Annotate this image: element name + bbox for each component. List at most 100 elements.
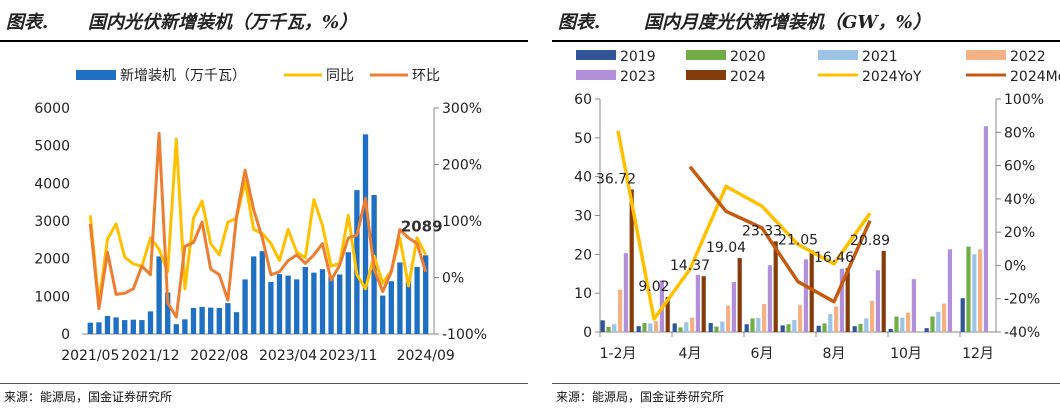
bar-2019 — [960, 298, 965, 332]
bar-new-installation — [165, 292, 171, 334]
bar-2020 — [966, 246, 971, 332]
y-right-tick-label: 200% — [442, 158, 482, 174]
x-tick-label: 6月 — [751, 346, 774, 362]
bar-2022 — [942, 303, 947, 332]
legend-swatch-2020 — [686, 50, 726, 60]
line-mom — [88, 131, 428, 319]
bar-new-installation — [345, 252, 351, 334]
data-label-2024: 16.46 — [814, 250, 854, 266]
legend-swatch-2021 — [818, 50, 858, 60]
y-left-tick-label: 30 — [574, 209, 592, 225]
bar-2021 — [612, 324, 617, 332]
x-tick-label: 2021/05 — [61, 348, 119, 364]
legend-label-2024yoy: 2024YoY — [862, 69, 922, 85]
x-tick-label: 2023/04 — [259, 348, 317, 364]
bar-new-installation — [104, 315, 111, 334]
bar-new-installation — [276, 274, 283, 334]
left-chart-title: 国内光伏新增装机（万千瓦，%） — [88, 12, 358, 33]
x-tick-label: 2021/12 — [121, 348, 179, 364]
bar-2023 — [839, 268, 844, 332]
bar-2022 — [834, 306, 839, 332]
bar-2021 — [720, 321, 725, 332]
bar-new-installation — [423, 255, 429, 334]
bar-new-installation — [405, 277, 412, 334]
bar-2019 — [708, 323, 713, 332]
y-right-tick-label: -100% — [442, 327, 487, 343]
bar-new-installation — [268, 282, 274, 334]
line-2024yoy — [616, 130, 872, 321]
right-panel: 图表. 国内月度光伏新增装机（GW，%） 2019 2020 2021 2022 202… — [552, 0, 1060, 410]
left-title-bar: 图表. 国内光伏新增装机（万千瓦，%） — [0, 2, 528, 42]
bar-2023 — [731, 281, 736, 332]
bar-new-installation — [147, 311, 154, 334]
bar-new-installation — [242, 279, 248, 334]
bar-2024 — [629, 189, 634, 332]
left-source: 来源：能源局，国金证券研究所 — [4, 390, 173, 404]
data-label-2024: 23.33 — [742, 223, 782, 239]
y-right-tick-label: 80% — [1004, 125, 1035, 141]
bar-new-installation — [251, 256, 257, 334]
legend-swatch-2023 — [576, 70, 616, 80]
bar-2019 — [600, 320, 605, 332]
bar-2020 — [642, 323, 647, 332]
y-left-tick-label: 0 — [61, 327, 70, 343]
y-right-tick-label: 100% — [442, 214, 482, 230]
line-yoy — [88, 137, 428, 305]
legend-label-2021: 2021 — [862, 49, 898, 65]
y-left-tick-label: 6000 — [34, 101, 70, 117]
left-title-prefix: 图表. — [6, 12, 49, 33]
bar-2022 — [690, 317, 695, 332]
bar-2023 — [875, 270, 880, 332]
x-tick-label: 2024/09 — [397, 348, 455, 364]
y-right-tick-label: 20% — [1004, 225, 1035, 241]
bar-2022 — [762, 304, 767, 332]
x-tick-label: 12月 — [962, 346, 994, 362]
bar-2019 — [780, 325, 785, 332]
bar-new-installation — [302, 266, 308, 334]
bar-new-installation — [96, 322, 102, 334]
bar-2022 — [906, 312, 911, 332]
bar-2019 — [924, 328, 929, 332]
y-left-tick-label: 2000 — [34, 252, 70, 268]
bar-new-installation — [337, 274, 343, 334]
line-2024mom — [688, 165, 872, 304]
bar-new-installation — [414, 266, 420, 334]
x-tick-label: 4月 — [679, 346, 702, 362]
bar-2021 — [792, 319, 797, 332]
bar-2019 — [744, 324, 749, 332]
bar-new-installation — [328, 275, 334, 334]
bar-2022 — [726, 305, 731, 332]
legend-label-2020: 2020 — [730, 49, 766, 65]
bar-new-installation — [173, 324, 179, 334]
bar-new-installation — [208, 307, 214, 334]
left-source-rule — [0, 383, 528, 384]
bar-new-installation — [225, 303, 231, 334]
bar-new-installation — [156, 256, 162, 334]
bar-2021 — [900, 317, 905, 332]
data-label-2024: 9.02 — [638, 279, 669, 295]
data-label-2024: 19.04 — [706, 240, 746, 256]
y-right-tick-label: 40% — [1004, 192, 1035, 208]
bar-2022 — [618, 289, 623, 332]
bar-2023 — [767, 265, 772, 332]
y-left-tick-label: 40 — [574, 170, 592, 186]
x-tick-label: 2023/11 — [319, 348, 377, 364]
bar-2023 — [803, 259, 808, 332]
y-left-tick-label: 3000 — [34, 214, 70, 230]
legend-swatch-bar — [76, 70, 116, 80]
y-left-tick-label: 0 — [583, 325, 592, 341]
bar-2019 — [816, 325, 821, 332]
bar-new-installation — [199, 306, 205, 334]
y-left-tick-label: 50 — [574, 131, 592, 147]
legend-swatch-2019 — [576, 50, 616, 60]
y-left-tick-label: 20 — [574, 247, 592, 263]
bar-new-installation — [233, 312, 240, 334]
bar-new-installation — [311, 272, 317, 334]
y-right-tick-label: -20% — [1004, 292, 1040, 308]
data-label-2024: 20.89 — [850, 233, 890, 249]
bar-2020 — [786, 324, 791, 332]
bar-2024 — [881, 250, 886, 332]
bar-2020 — [930, 316, 935, 332]
y-right-tick-label: 0% — [442, 271, 464, 287]
legend-label-2022: 2022 — [1010, 49, 1046, 65]
